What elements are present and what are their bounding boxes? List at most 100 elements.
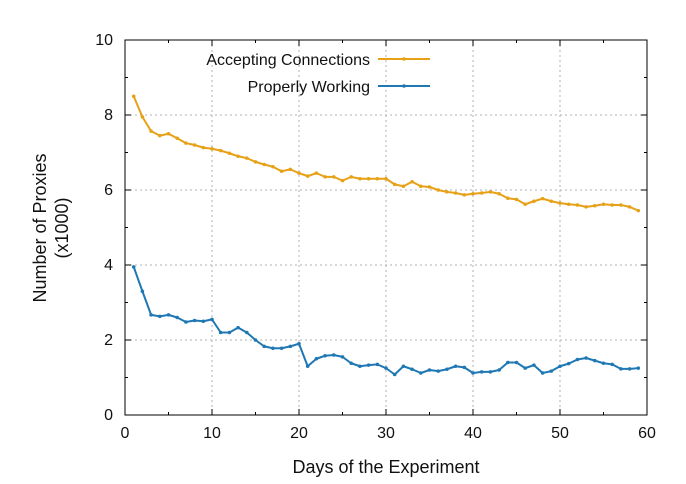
data-point-accepting-connections — [575, 203, 580, 207]
data-point-accepting-connections — [506, 196, 510, 201]
data-point-accepting-connections — [514, 197, 519, 202]
data-point-accepting-connections — [436, 188, 441, 192]
x-tick-label: 40 — [464, 425, 482, 442]
x-tick-label: 50 — [551, 425, 569, 442]
data-point-accepting-connections — [349, 175, 354, 179]
data-point-accepting-connections — [236, 154, 240, 159]
data-point-properly-working — [340, 355, 345, 359]
data-point-accepting-connections — [158, 133, 162, 138]
data-point-properly-working — [523, 366, 527, 370]
data-point-accepting-connections — [131, 94, 136, 99]
y-axis-title: Number of Proxies (x1000) — [30, 153, 72, 302]
series-accepting-connections — [131, 94, 641, 213]
data-point-properly-working — [558, 364, 562, 369]
data-point-properly-working — [218, 330, 223, 335]
data-point-properly-working — [262, 344, 267, 349]
data-point-accepting-connections — [210, 146, 214, 151]
data-point-properly-working — [575, 357, 580, 362]
data-point-accepting-connections — [427, 185, 432, 189]
legend-label-accepting: Accepting Connections — [206, 52, 370, 69]
data-point-accepting-connections — [636, 208, 641, 213]
axis-ticks: 0 2 4 6 8 10 0 10 20 30 40 50 60 — [95, 32, 656, 442]
data-point-accepting-connections — [410, 179, 414, 184]
data-point-accepting-connections — [192, 143, 197, 147]
data-point-accepting-connections — [288, 167, 293, 172]
data-point-accepting-connections — [401, 184, 406, 189]
data-point-properly-working — [375, 362, 380, 367]
data-point-properly-working — [323, 353, 327, 358]
y-tick-label: 0 — [104, 407, 113, 424]
data-point-properly-working — [410, 367, 414, 372]
data-point-accepting-connections — [445, 190, 449, 194]
data-point-properly-working — [627, 367, 632, 371]
y-tick-label: 6 — [104, 182, 113, 199]
data-point-properly-working — [279, 346, 284, 351]
data-point-properly-working — [453, 364, 458, 369]
data-point-accepting-connections — [488, 190, 493, 194]
data-point-accepting-connections — [601, 202, 606, 207]
data-point-properly-working — [192, 318, 197, 323]
x-tick-label: 0 — [121, 425, 130, 442]
data-point-properly-working — [332, 353, 336, 357]
data-point-properly-working — [253, 338, 258, 342]
data-point-properly-working — [392, 372, 397, 377]
data-point-properly-working — [201, 319, 206, 324]
data-point-properly-working — [236, 325, 240, 330]
data-point-accepting-connections — [593, 203, 597, 208]
data-point-properly-working — [462, 365, 467, 370]
data-point-accepting-connections — [558, 201, 562, 205]
data-point-accepting-connections — [262, 162, 267, 167]
data-point-properly-working — [549, 369, 554, 373]
x-tick-label: 60 — [638, 425, 656, 442]
data-point-accepting-connections — [149, 129, 153, 133]
data-point-accepting-connections — [340, 178, 345, 183]
data-point-accepting-connections — [549, 199, 554, 204]
data-point-accepting-connections — [271, 164, 275, 169]
data-point-accepting-connections — [297, 171, 301, 175]
legend-label-working: Properly Working — [248, 79, 370, 96]
data-point-properly-working — [288, 344, 293, 349]
data-point-properly-working — [131, 265, 136, 269]
data-point-accepting-connections — [540, 196, 545, 201]
y-tick-label: 4 — [104, 257, 113, 274]
data-point-accepting-connections — [392, 182, 397, 187]
data-point-properly-working — [471, 371, 475, 375]
data-point-accepting-connections — [184, 141, 188, 145]
data-point-accepting-connections — [384, 176, 388, 181]
data-point-accepting-connections — [245, 156, 249, 160]
x-tick-label: 30 — [377, 425, 395, 442]
data-point-properly-working — [488, 370, 493, 374]
data-point-accepting-connections — [218, 148, 223, 153]
data-point-properly-working — [210, 317, 214, 322]
data-point-accepting-connections — [375, 176, 380, 181]
data-point-properly-working — [271, 346, 275, 351]
x-tick-label: 10 — [203, 425, 221, 442]
data-point-accepting-connections — [305, 174, 310, 178]
y-tick-label: 10 — [95, 32, 113, 49]
data-point-accepting-connections — [358, 176, 362, 181]
data-point-accepting-connections — [479, 191, 484, 195]
data-point-properly-working — [427, 368, 432, 372]
data-point-properly-working — [593, 358, 597, 363]
data-point-accepting-connections — [471, 191, 475, 196]
data-point-properly-working — [140, 289, 145, 294]
data-point-accepting-connections — [523, 202, 527, 207]
data-point-properly-working — [514, 360, 519, 365]
data-point-accepting-connections — [610, 203, 614, 207]
legend: Accepting Connections Properly Working — [206, 52, 430, 96]
data-point-accepting-connections — [453, 191, 458, 195]
data-point-properly-working — [479, 370, 484, 374]
data-point-properly-working — [297, 341, 301, 346]
data-point-accepting-connections — [323, 175, 327, 179]
data-point-accepting-connections — [279, 169, 284, 174]
data-point-properly-working — [384, 366, 388, 370]
y-axis-title-line-1: Number of Proxies — [30, 153, 50, 302]
data-point-accepting-connections — [584, 205, 588, 209]
legend-marker-accepting — [402, 57, 406, 61]
series-lines — [131, 94, 641, 377]
data-point-properly-working — [506, 360, 510, 365]
legend-entry-accepting: Accepting Connections — [206, 52, 430, 69]
data-point-accepting-connections — [532, 199, 536, 204]
data-point-properly-working — [158, 314, 162, 319]
data-point-accepting-connections — [253, 160, 258, 164]
